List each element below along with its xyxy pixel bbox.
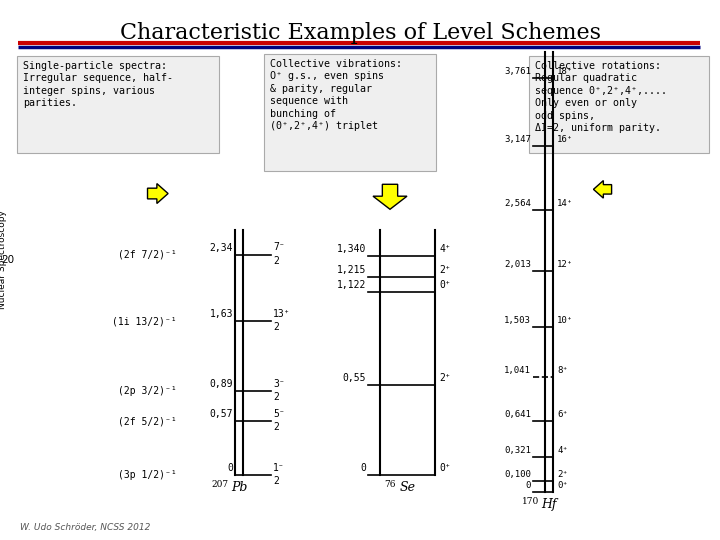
- Text: Pb: Pb: [231, 481, 247, 494]
- Text: (2f 5/2)⁻¹: (2f 5/2)⁻¹: [118, 416, 177, 426]
- Text: 0,89: 0,89: [210, 379, 233, 389]
- FancyBboxPatch shape: [529, 56, 709, 153]
- Text: Nuclear Spectroscopy: Nuclear Spectroscopy: [0, 211, 7, 309]
- Text: 7⁻: 7⁻: [273, 242, 284, 253]
- Text: 1,041: 1,041: [504, 367, 531, 375]
- Text: 3,147: 3,147: [504, 135, 531, 144]
- Text: (1i 13/2)⁻¹: (1i 13/2)⁻¹: [112, 316, 177, 326]
- Text: (2f 7/2)⁻¹: (2f 7/2)⁻¹: [118, 249, 177, 260]
- Text: Characteristic Examples of Level Schemes: Characteristic Examples of Level Schemes: [120, 22, 600, 44]
- Text: Hf: Hf: [541, 498, 557, 511]
- Text: 2: 2: [273, 392, 279, 402]
- Text: W. Udo Schröder, NCSS 2012: W. Udo Schröder, NCSS 2012: [20, 523, 150, 532]
- Text: 2,564: 2,564: [504, 199, 531, 208]
- Text: 0: 0: [526, 481, 531, 490]
- Text: 10⁺: 10⁺: [557, 316, 573, 325]
- Text: 4⁺: 4⁺: [557, 446, 568, 455]
- Text: 2,34: 2,34: [210, 242, 233, 253]
- Text: 3⁻: 3⁻: [273, 379, 284, 389]
- Text: 1⁻: 1⁻: [273, 463, 284, 473]
- Text: 1,340: 1,340: [337, 244, 366, 254]
- Text: 2,013: 2,013: [504, 260, 531, 268]
- Text: Se: Se: [400, 481, 415, 494]
- Text: 2⁺: 2⁺: [439, 265, 451, 274]
- Text: 2: 2: [273, 422, 279, 433]
- Text: 1,503: 1,503: [504, 316, 531, 325]
- Text: Collective rotations:
Regular quadratic
sequence 0⁺,2⁺,4⁺,....
Only even or only: Collective rotations: Regular quadratic …: [535, 61, 667, 133]
- Text: Single-particle spectra:
Irregular sequence, half-
integer spins, various
pariti: Single-particle spectra: Irregular seque…: [23, 61, 173, 108]
- Text: 16⁺: 16⁺: [557, 135, 573, 144]
- Text: 0,55: 0,55: [343, 373, 366, 383]
- Polygon shape: [593, 180, 611, 198]
- Text: 20: 20: [1, 255, 14, 265]
- Polygon shape: [373, 184, 407, 210]
- Text: 207: 207: [212, 480, 229, 489]
- Text: 13⁺: 13⁺: [273, 309, 291, 319]
- Text: 0,100: 0,100: [504, 470, 531, 479]
- FancyBboxPatch shape: [17, 56, 219, 153]
- Text: 0: 0: [227, 463, 233, 473]
- Text: 1,63: 1,63: [210, 309, 233, 319]
- Text: 4⁺: 4⁺: [439, 244, 451, 254]
- Text: 170: 170: [522, 497, 539, 506]
- Text: 2⁺: 2⁺: [557, 470, 568, 479]
- Polygon shape: [148, 184, 168, 204]
- Text: 1,215: 1,215: [337, 265, 366, 274]
- Text: 2⁺: 2⁺: [439, 373, 451, 383]
- Text: (3p 1/2)⁻¹: (3p 1/2)⁻¹: [118, 470, 177, 480]
- Text: 14⁺: 14⁺: [557, 199, 573, 208]
- Text: (2p 3/2)⁻¹: (2p 3/2)⁻¹: [118, 386, 177, 396]
- Text: 2: 2: [273, 476, 279, 486]
- Text: Collective vibrations:
O⁺ g.s., even spins
& parity, regular
sequence with
bunch: Collective vibrations: O⁺ g.s., even spi…: [270, 59, 402, 131]
- Text: 0,321: 0,321: [504, 446, 531, 455]
- Text: 76: 76: [384, 480, 395, 489]
- Text: 0: 0: [360, 463, 366, 473]
- Text: 5⁻: 5⁻: [273, 409, 284, 419]
- Text: 3,761: 3,761: [504, 68, 531, 76]
- Text: 2: 2: [273, 322, 279, 333]
- Text: 18⁺: 18⁺: [557, 68, 573, 76]
- Text: 0,57: 0,57: [210, 409, 233, 419]
- Text: 0⁺: 0⁺: [439, 280, 451, 290]
- Text: 0⁺: 0⁺: [439, 463, 451, 473]
- Text: 2: 2: [273, 255, 279, 266]
- Text: 8⁺: 8⁺: [557, 367, 568, 375]
- Text: 12⁺: 12⁺: [557, 260, 573, 268]
- Text: 1,122: 1,122: [337, 280, 366, 290]
- Text: 6⁺: 6⁺: [557, 410, 568, 420]
- FancyBboxPatch shape: [264, 54, 436, 171]
- Text: 0,641: 0,641: [504, 410, 531, 420]
- Text: 0⁺: 0⁺: [557, 481, 568, 490]
